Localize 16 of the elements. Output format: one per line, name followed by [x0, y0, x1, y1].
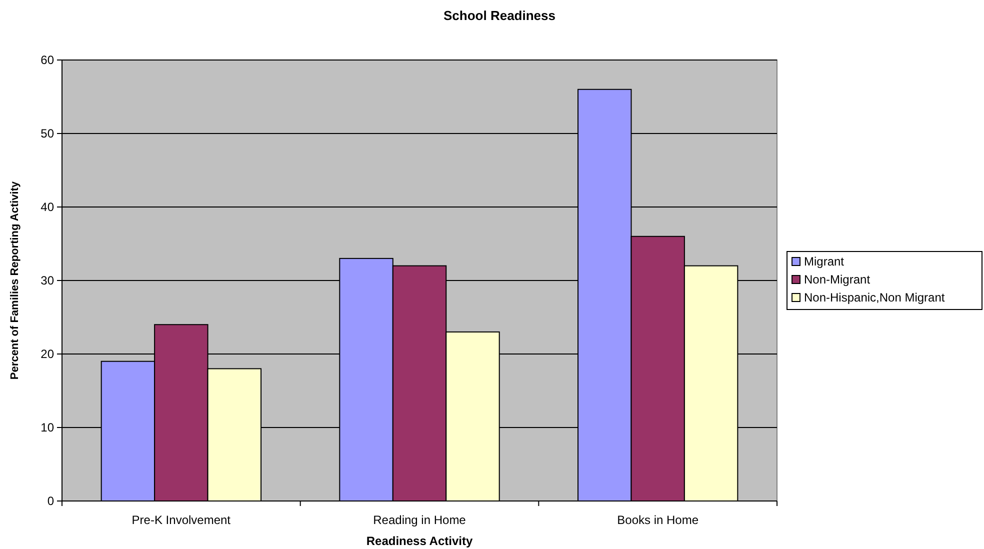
y-axis-title: Percent of Families Reporting Activity — [9, 180, 21, 380]
legend-label: Migrant — [804, 254, 845, 269]
y-tick-label: 20 — [40, 347, 54, 362]
legend-label: Non-Migrant — [804, 272, 871, 287]
y-tick-label: 10 — [40, 420, 54, 435]
y-tick-label: 40 — [40, 200, 54, 214]
x-tick-label: Pre-K Involvement — [132, 513, 232, 527]
y-tick-label: 50 — [40, 126, 54, 141]
legend-label: Non-Hispanic,Non Migrant — [804, 290, 946, 305]
y-tick-label: 60 — [40, 53, 54, 68]
y-tick-label: 30 — [40, 274, 54, 288]
x-tick-label: Books in Home — [617, 513, 699, 527]
x-tick-label: Reading in Home — [373, 513, 466, 527]
chart-title: School Readiness — [444, 8, 556, 23]
y-tick-label: 0 — [47, 494, 54, 508]
x-axis-title: Readiness Activity — [366, 534, 473, 548]
